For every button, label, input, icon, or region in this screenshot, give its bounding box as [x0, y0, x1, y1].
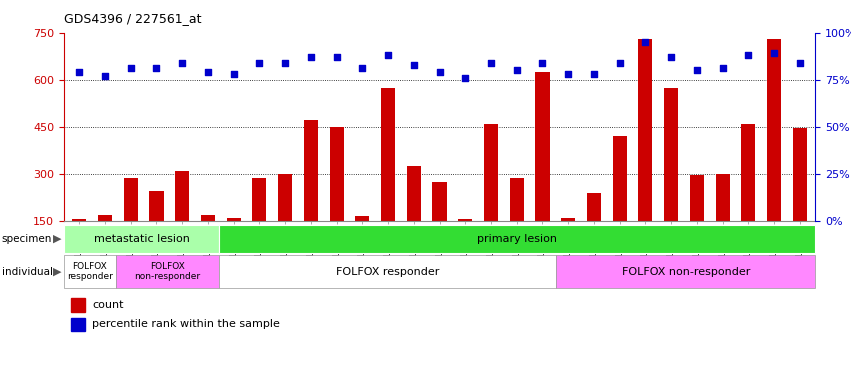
- Text: percentile rank within the sample: percentile rank within the sample: [93, 319, 280, 329]
- Point: [638, 39, 652, 45]
- Bar: [150, 191, 163, 268]
- Bar: [561, 218, 575, 268]
- Point: [484, 60, 498, 66]
- Bar: [71, 318, 85, 331]
- Point: [741, 52, 755, 58]
- Bar: [484, 124, 498, 268]
- Text: individual: individual: [2, 266, 53, 277]
- Bar: [201, 215, 215, 268]
- Bar: [664, 88, 678, 268]
- Point: [124, 65, 138, 71]
- Bar: [638, 39, 653, 268]
- Text: ▶: ▶: [53, 234, 61, 244]
- Bar: [716, 174, 729, 268]
- Bar: [535, 72, 550, 268]
- Text: FOLFOX non-responder: FOLFOX non-responder: [621, 266, 750, 277]
- Bar: [175, 170, 189, 268]
- Bar: [793, 128, 807, 268]
- Bar: [278, 174, 292, 268]
- Point: [356, 65, 369, 71]
- Text: metastatic lesion: metastatic lesion: [94, 234, 190, 244]
- Bar: [220, 225, 815, 253]
- Point: [587, 71, 601, 77]
- Bar: [355, 216, 369, 268]
- Bar: [587, 193, 601, 268]
- Text: ▶: ▶: [53, 266, 61, 277]
- Point: [381, 52, 395, 58]
- Point: [407, 61, 420, 68]
- Point: [432, 69, 446, 75]
- Bar: [407, 166, 421, 268]
- Text: FOLFOX
non-responder: FOLFOX non-responder: [134, 262, 201, 281]
- Point: [150, 65, 163, 71]
- Bar: [458, 219, 472, 268]
- Bar: [253, 179, 266, 268]
- Text: FOLFOX
responder: FOLFOX responder: [66, 262, 112, 281]
- Point: [716, 65, 729, 71]
- Text: count: count: [93, 300, 124, 310]
- Point: [510, 67, 523, 73]
- Bar: [432, 182, 447, 268]
- Point: [72, 69, 86, 75]
- Bar: [741, 124, 756, 268]
- Bar: [72, 219, 86, 268]
- Text: primary lesion: primary lesion: [477, 234, 557, 244]
- Bar: [510, 179, 524, 268]
- Bar: [690, 175, 704, 268]
- Bar: [64, 255, 116, 288]
- Point: [768, 50, 781, 56]
- Text: FOLFOX responder: FOLFOX responder: [336, 266, 439, 277]
- Point: [330, 54, 344, 60]
- Point: [253, 60, 266, 66]
- Bar: [304, 121, 318, 268]
- Point: [665, 54, 678, 60]
- Point: [562, 71, 575, 77]
- Bar: [381, 88, 395, 268]
- Point: [175, 60, 189, 66]
- Bar: [116, 255, 220, 288]
- Bar: [123, 179, 138, 268]
- Point: [613, 60, 626, 66]
- Point: [690, 67, 704, 73]
- Point: [98, 73, 111, 79]
- Text: GDS4396 / 227561_at: GDS4396 / 227561_at: [64, 12, 202, 25]
- Text: specimen: specimen: [2, 234, 52, 244]
- Bar: [220, 255, 557, 288]
- Bar: [329, 127, 344, 268]
- Point: [793, 60, 807, 66]
- Bar: [226, 218, 241, 268]
- Bar: [767, 39, 781, 268]
- Point: [459, 75, 472, 81]
- Bar: [557, 255, 815, 288]
- Bar: [71, 298, 85, 312]
- Point: [278, 60, 292, 66]
- Bar: [64, 225, 220, 253]
- Bar: [98, 215, 112, 268]
- Point: [304, 54, 317, 60]
- Point: [535, 60, 549, 66]
- Point: [227, 71, 241, 77]
- Point: [201, 69, 214, 75]
- Bar: [613, 136, 626, 268]
